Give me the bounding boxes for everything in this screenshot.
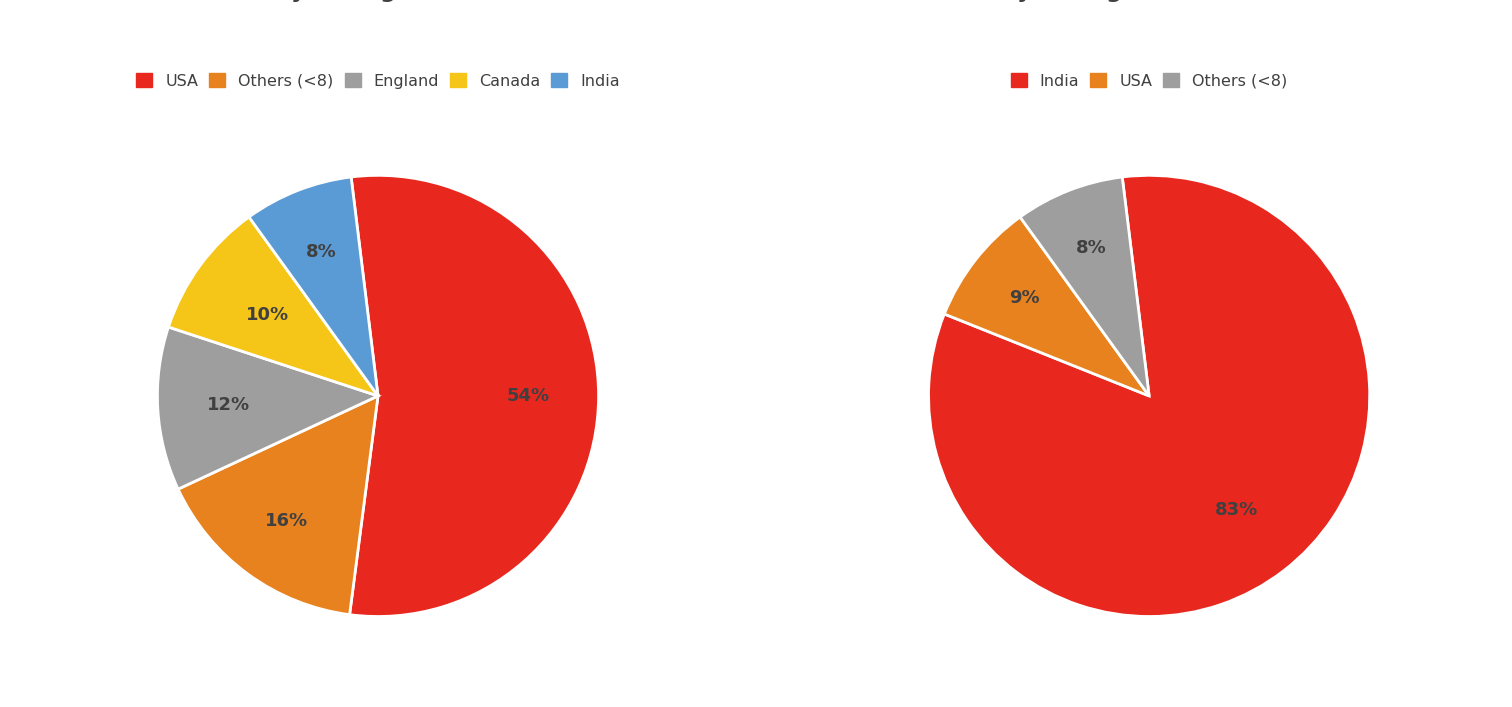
Text: 8%: 8% xyxy=(307,243,337,261)
Legend: USA, Others (<8), England, Canada, India: USA, Others (<8), England, Canada, India xyxy=(136,73,620,88)
Title: Country of origin - YouTube: Country of origin - YouTube xyxy=(206,0,550,2)
Legend: India, USA, Others (<8): India, USA, Others (<8) xyxy=(1012,73,1287,88)
Text: 8%: 8% xyxy=(1077,239,1107,257)
Wedge shape xyxy=(157,327,378,489)
Text: 16%: 16% xyxy=(265,512,308,530)
Wedge shape xyxy=(945,217,1149,396)
Wedge shape xyxy=(1021,177,1149,396)
Text: 54%: 54% xyxy=(507,387,549,405)
Text: 83%: 83% xyxy=(1216,501,1258,518)
Text: 12%: 12% xyxy=(207,396,249,414)
Text: 10%: 10% xyxy=(246,306,289,324)
Wedge shape xyxy=(349,175,599,617)
Wedge shape xyxy=(928,175,1370,617)
Wedge shape xyxy=(168,217,378,396)
Wedge shape xyxy=(178,396,378,614)
Title: Country of origin - YouTube Shorts: Country of origin - YouTube Shorts xyxy=(933,0,1365,2)
Wedge shape xyxy=(249,177,378,396)
Text: 9%: 9% xyxy=(1009,289,1039,307)
